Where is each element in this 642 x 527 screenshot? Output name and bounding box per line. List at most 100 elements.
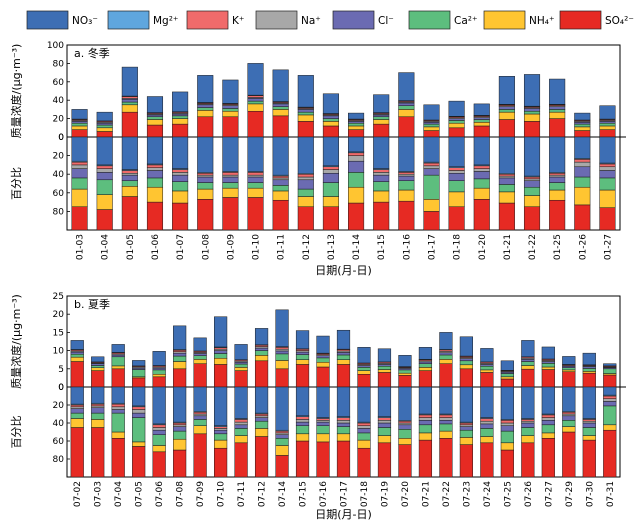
- bar-a-pct-so4-8: [272, 199, 289, 231]
- bar-a-pct-no3-7: [247, 136, 264, 172]
- bar-a-conc-so4-7: [247, 110, 264, 138]
- bar-b-conc-cl-23: [541, 361, 555, 364]
- bar-a-conc-so4-19: [549, 118, 566, 138]
- bar-b-pct-ca-8: [234, 428, 248, 436]
- ytick-label-lower-a-3: 60: [53, 189, 65, 199]
- bar-b-conc-no3-25: [582, 352, 596, 366]
- bar-b-conc-cl-2: [111, 354, 125, 358]
- xtick-label-a-10: 01-13: [327, 234, 337, 260]
- bar-b-pct-so4-3: [132, 446, 146, 478]
- xtick-label-b-8: 07-11: [237, 481, 247, 507]
- bar-b-conc-so4-19: [459, 368, 473, 388]
- panel-a: a. 冬季020406080100020406080质量浓度/(μg·m⁻³)百…: [9, 41, 626, 277]
- bar-b-pct-nh4-25: [582, 435, 596, 441]
- xtick-label-a-12: 01-15: [377, 234, 387, 260]
- panel-b: b. 夏季0510152025020406080质量浓度/(μg·m⁻³)百分比…: [9, 292, 626, 521]
- bar-b-conc-so4-22: [521, 368, 535, 388]
- bar-a-pct-na-11: [348, 155, 365, 162]
- bar-b-pct-so4-14: [357, 447, 371, 478]
- bar-b-pct-k-11: [295, 416, 310, 420]
- bar-a-pct-na-15: [448, 170, 465, 174]
- bar-a-pct-no3-1: [96, 136, 113, 166]
- bar-b-conc-so4-26: [603, 374, 617, 388]
- bar-b-pct-k-9: [254, 413, 269, 417]
- bar-b-pct-no3-7: [214, 386, 228, 426]
- bar-a-conc-nh4-11: [348, 125, 365, 130]
- bar-b-pct-ca-9: [254, 420, 269, 429]
- bar-b-conc-nh4-25: [582, 371, 596, 374]
- legend-swatch-cl: [332, 10, 375, 30]
- bar-b-pct-cl-11: [295, 421, 310, 426]
- bar-b-conc-cl-1: [91, 363, 105, 366]
- bar-b-pct-k-16: [398, 420, 412, 424]
- bar-b-pct-na-20: [480, 420, 494, 425]
- bar-b-pct-ca-17: [418, 424, 433, 434]
- bar-b-pct-no3-3: [132, 386, 146, 407]
- bar-a-conc-ca-10: [322, 118, 339, 122]
- bar-b-conc-nh4-24: [562, 369, 576, 372]
- bar-a-pct-k-7: [247, 172, 264, 176]
- bar-a-conc-no3-21: [599, 105, 616, 120]
- bar-b-conc-na-10: [275, 348, 289, 352]
- ytick-label-lower-b-2: 40: [53, 419, 65, 429]
- bar-a-pct-k-14: [423, 162, 440, 167]
- bar-b-pct-na-25: [582, 420, 596, 424]
- bar-b-pct-so4-11: [295, 440, 310, 478]
- bar-b-pct-ca-22: [521, 427, 535, 436]
- bar-a-pct-na-7: [247, 174, 264, 178]
- bar-b-pct-no3-1: [91, 386, 105, 404]
- xtick-label-b-13: 07-17: [340, 481, 350, 507]
- bar-b-conc-ca-14: [357, 367, 371, 371]
- bar-a-conc-no3-8: [272, 69, 289, 102]
- bar-b-pct-na-22: [521, 420, 535, 424]
- bar-a-pct-na-12: [373, 172, 390, 176]
- bar-a-pct-nh4-21: [599, 189, 616, 208]
- bar-a-conc-no3-17: [498, 76, 515, 105]
- bar-a-pct-so4-13: [398, 200, 415, 231]
- bar-a-conc-cl-20: [574, 122, 591, 125]
- bar-b-conc-so4-21: [500, 378, 514, 388]
- bar-b-pct-na-16: [398, 422, 412, 426]
- xtick-label-a-1: 01-04: [101, 234, 111, 260]
- bar-a-conc-cl-9: [297, 109, 314, 113]
- xtick-label-a-8: 01-11: [277, 234, 287, 260]
- bar-b-conc-nh4-5: [173, 361, 187, 370]
- bar-a-conc-cl-14: [423, 122, 440, 125]
- bar-a-pct-nh4-17: [498, 191, 515, 204]
- bar-a-pct-ca-11: [348, 172, 365, 188]
- bar-b-pct-nh4-23: [541, 432, 555, 439]
- bar-b-conc-cl-8: [234, 361, 248, 365]
- xtick-label-b-0: 07-02: [73, 481, 83, 507]
- bar-b-conc-so4-20: [480, 372, 494, 388]
- bar-b-pct-so4-22: [521, 442, 535, 478]
- xtick-label-b-20: 07-24: [483, 481, 493, 507]
- bar-b-pct-so4-8: [234, 442, 248, 478]
- bar-a-pct-k-4: [172, 169, 189, 173]
- bar-b-conc-nh4-14: [357, 370, 371, 375]
- bar-b-pct-k-7: [214, 426, 228, 429]
- bar-b-pct-k-6: [193, 411, 207, 415]
- bar-b-pct-so4-0: [70, 427, 84, 478]
- bar-b-conc-ca-7: [214, 353, 228, 359]
- bar-a-pct-ca-17: [498, 184, 515, 193]
- bar-b-conc-no3-22: [521, 340, 535, 358]
- bar-b-conc-no3-16: [398, 355, 412, 367]
- bar-a-pct-cl-2: [121, 174, 138, 181]
- bar-a-pct-so4-19: [549, 199, 566, 231]
- xtick-label-a-4: 01-07: [176, 234, 186, 260]
- ytick-label-lower-a-0: 0: [58, 133, 64, 143]
- bar-b-pct-ca-14: [357, 432, 371, 441]
- xtick-label-a-6: 01-09: [226, 234, 236, 260]
- bar-a-pct-no3-3: [146, 136, 164, 165]
- bar-a-conc-ca-21: [599, 122, 616, 127]
- bar-a-pct-na-8: [272, 177, 289, 181]
- bar-b-pct-nh4-16: [398, 438, 412, 445]
- bar-a-conc-nh4-8: [272, 109, 289, 117]
- bar-a-pct-nh4-3: [146, 186, 164, 203]
- bar-a-conc-no3-14: [423, 104, 440, 121]
- bar-b-pct-na-5: [173, 424, 187, 427]
- bar-a-conc-no3-13: [398, 72, 415, 101]
- bar-b-pct-na-15: [377, 420, 392, 424]
- bar-a-pct-k-5: [197, 173, 214, 176]
- bar-a-pct-so4-5: [197, 199, 214, 231]
